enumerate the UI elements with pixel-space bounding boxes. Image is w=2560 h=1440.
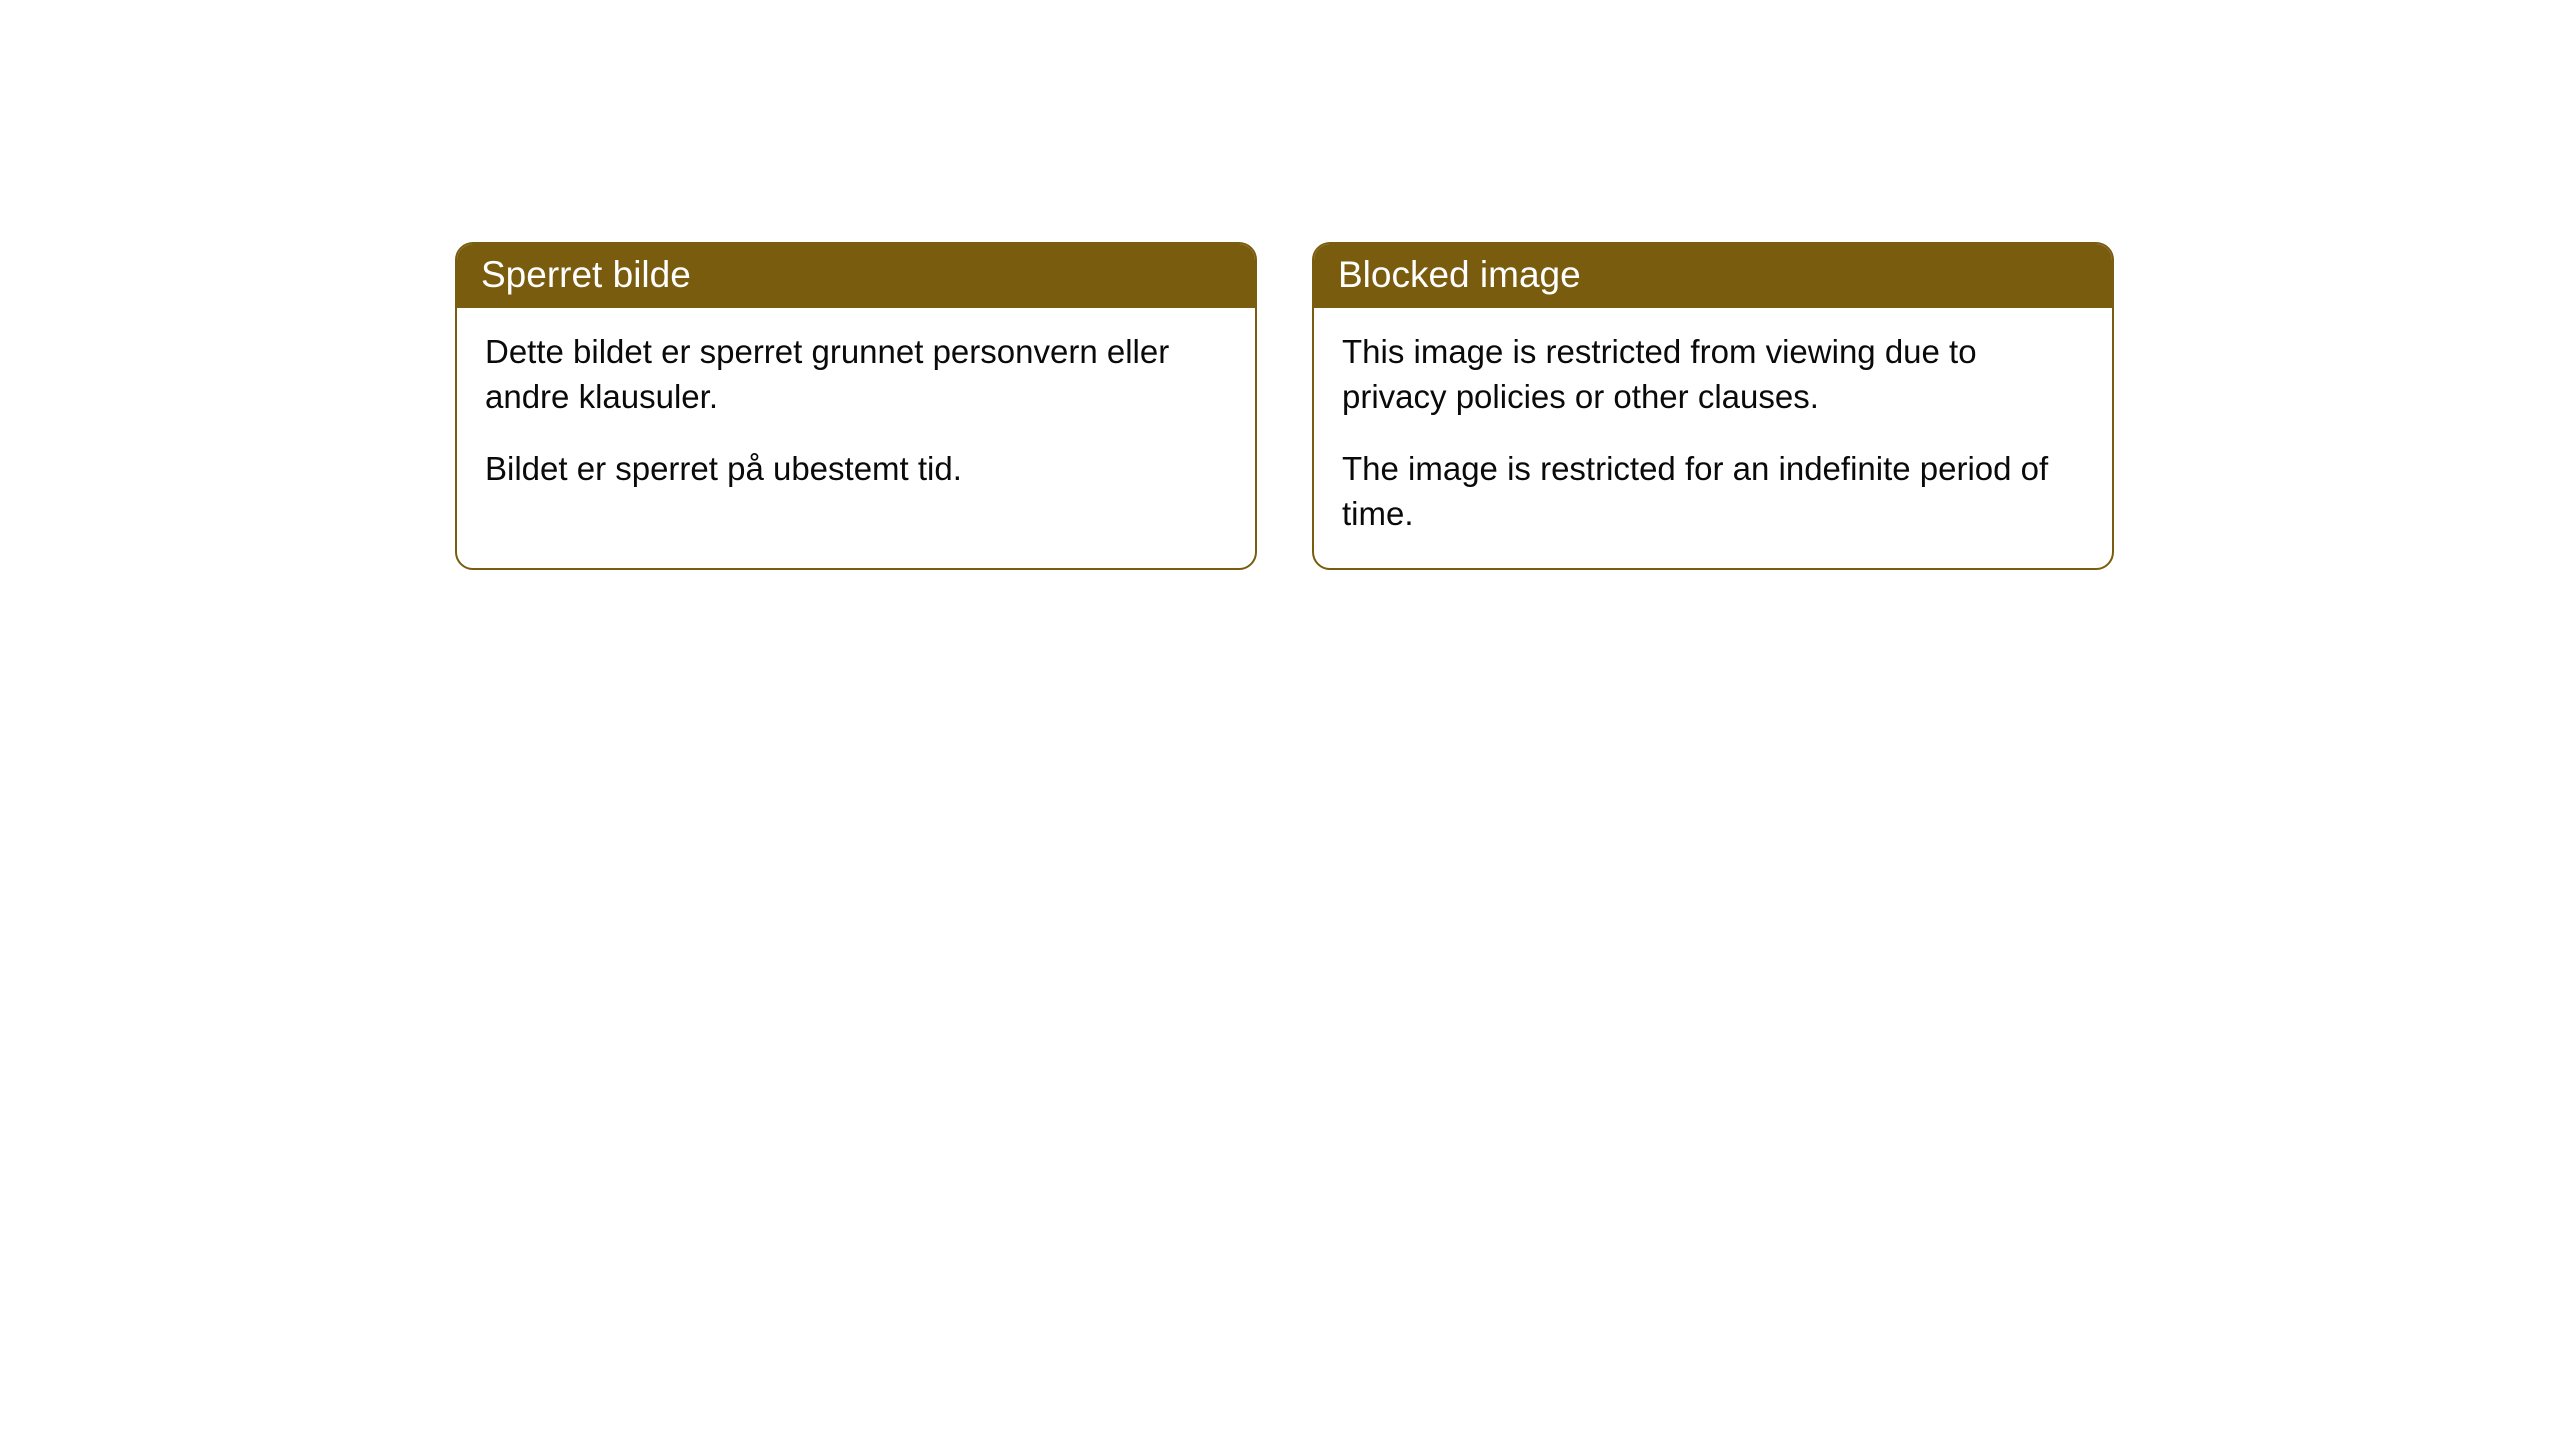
card-english: Blocked image This image is restricted f… (1312, 242, 2114, 570)
card-norwegian: Sperret bilde Dette bildet er sperret gr… (455, 242, 1257, 570)
card-body-english: This image is restricted from viewing du… (1314, 308, 2112, 568)
card-paragraph: The image is restricted for an indefinit… (1342, 447, 2084, 536)
card-header-english: Blocked image (1314, 244, 2112, 308)
card-paragraph: Dette bildet er sperret grunnet personve… (485, 330, 1227, 419)
card-paragraph: This image is restricted from viewing du… (1342, 330, 2084, 419)
card-body-norwegian: Dette bildet er sperret grunnet personve… (457, 308, 1255, 524)
card-container: Sperret bilde Dette bildet er sperret gr… (455, 242, 2114, 570)
card-header-norwegian: Sperret bilde (457, 244, 1255, 308)
card-paragraph: Bildet er sperret på ubestemt tid. (485, 447, 1227, 492)
